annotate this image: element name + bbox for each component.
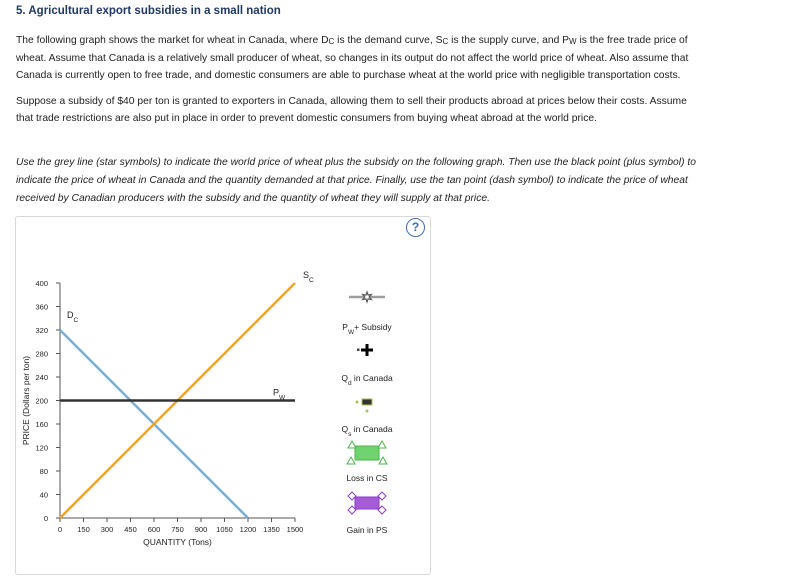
subsidy-paragraph: Suppose a subsidy of $40 per ton is gran…: [16, 93, 776, 127]
y-axis-label: PRICE (Dollars per ton): [21, 356, 31, 445]
intro-line-2: wheat. Assume that Canada is a relativel…: [16, 53, 689, 64]
y-tick-label: 400: [35, 279, 48, 288]
diamond-handle: [377, 505, 387, 515]
x-tick-label: 300: [101, 525, 114, 534]
x-tick-label: 1200: [240, 525, 257, 534]
dash-dot: [355, 400, 359, 404]
tan-dash-icon[interactable]: [355, 398, 373, 413]
y-tick-label: 240: [35, 373, 48, 382]
x-tick-label: 150: [77, 525, 90, 534]
intro-sub: C: [442, 37, 449, 46]
black-plus-icon[interactable]: [357, 344, 373, 356]
x-tick-label: 0: [58, 525, 62, 534]
x-tick-label: 1050: [216, 525, 233, 534]
instructions-paragraph: Use the grey line (star symbols) to indi…: [16, 154, 776, 208]
purple-diamond-icon[interactable]: [347, 491, 387, 515]
intro-text: is the demand curve, S: [334, 35, 443, 46]
graph-panel: [15, 216, 431, 575]
y-tick-label: 0: [44, 514, 48, 523]
chart-axes: 0 40 80 120 160 200 240 280 320 360 400 0 150 300 450 6…: [21, 279, 303, 547]
y-tick-label: 80: [40, 467, 48, 476]
y-tick-label: 120: [35, 444, 48, 453]
diamond-handle: [377, 491, 387, 501]
x-tick-label: 600: [148, 525, 161, 534]
y-tick-label: 360: [35, 303, 48, 312]
green-triangle-icon[interactable]: [346, 439, 388, 465]
series-label: SC: [303, 270, 314, 284]
x-tick-label: 450: [124, 525, 137, 534]
instructions-line-1: Use the grey line (star symbols) to indi…: [16, 157, 696, 168]
grey-line-star-icon[interactable]: [349, 290, 385, 304]
intro-text: is the supply curve, and P: [448, 35, 570, 46]
intro-line-1: The following graph shows the market for…: [16, 32, 776, 50]
plus-horizontal: [361, 348, 373, 352]
diamond-handle: [347, 491, 357, 501]
y-tick-label: 40: [40, 491, 48, 500]
triangle-handle: [347, 439, 357, 449]
y-tick-label: 320: [35, 326, 48, 335]
intro-text: The following graph shows the market for…: [16, 35, 329, 46]
intro-line-3: Canada is currently open to free trade, …: [16, 70, 681, 81]
legend-label: Qs in Canada: [342, 424, 393, 438]
subsidy-line-1: Suppose a subsidy of $40 per ton is gran…: [16, 96, 687, 107]
x-tick-label: 1500: [287, 525, 304, 534]
intro-sub: C: [328, 37, 335, 46]
x-tick-label: 750: [171, 525, 184, 534]
legend-label: Gain in PS: [347, 525, 388, 535]
series-label: DC: [67, 310, 79, 324]
triangle-handle: [346, 455, 356, 465]
legend-label: Qd in Canada: [341, 373, 393, 387]
intro-sub: W: [569, 37, 577, 46]
purple-area: [354, 496, 380, 510]
intro-text: is the free trade price of: [576, 35, 688, 46]
instructions-line-3: received by Canadian producers with the …: [16, 193, 490, 204]
diamond-handle: [347, 505, 357, 515]
dash-dot: [365, 409, 369, 413]
green-area: [354, 445, 380, 461]
triangle-handle: [377, 439, 387, 449]
x-tick-label: 900: [195, 525, 208, 534]
subsidy-line-2: that trade restrictions are also put in …: [16, 113, 597, 124]
x-tick-label: 1350: [263, 525, 280, 534]
intro-paragraph: The following graph shows the market for…: [16, 32, 776, 84]
chart-legend: PW+ Subsidy Qd in Canada Qs in Canada Loss …: [341, 290, 393, 535]
help-icon[interactable]: ?: [406, 218, 425, 237]
dash-symbol: [361, 398, 373, 406]
question-title: 5. Agricultural export subsidies in a sm…: [16, 5, 281, 17]
y-tick-label: 280: [35, 350, 48, 359]
triangle-handle: [378, 455, 388, 465]
x-axis-label: QUANTITY (Tons): [143, 537, 212, 547]
star-symbol: [361, 290, 373, 304]
legend-label: Loss in CS: [346, 473, 387, 483]
plus-dot: [357, 348, 360, 351]
instructions-line-2: indicate the price of wheat in Canada an…: [16, 175, 688, 186]
y-tick-label: 160: [35, 420, 48, 429]
y-tick-label: 200: [35, 397, 48, 406]
legend-label: PW+ Subsidy: [342, 322, 392, 336]
